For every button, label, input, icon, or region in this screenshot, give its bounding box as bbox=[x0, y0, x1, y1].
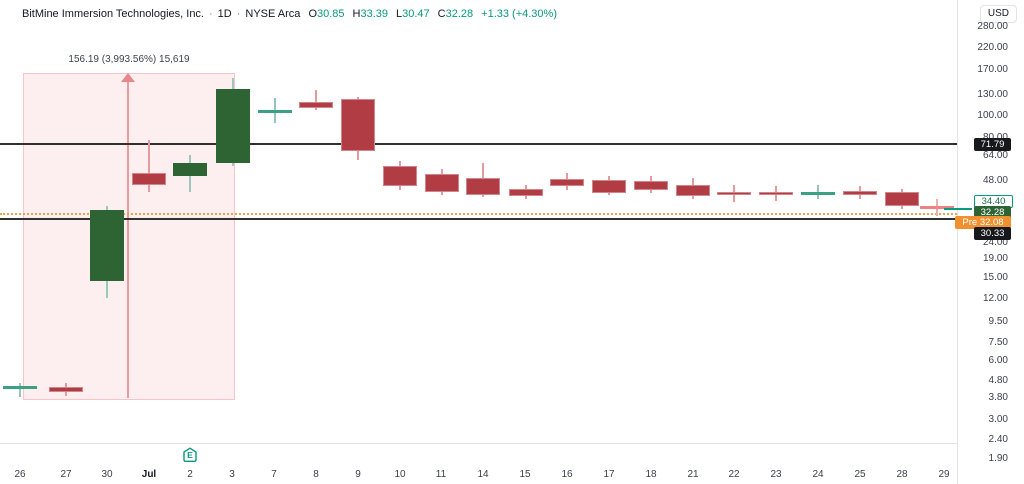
horizontal-line bbox=[944, 208, 972, 210]
candle-body bbox=[90, 210, 124, 281]
time-tick: 29 bbox=[938, 469, 950, 480]
currency-button[interactable]: USD bbox=[979, 5, 1017, 23]
candle-body bbox=[801, 191, 835, 195]
high-value: H33.39 bbox=[352, 8, 389, 20]
time-tick: 23 bbox=[770, 469, 782, 480]
time-tick: 3 bbox=[229, 469, 235, 480]
candle-wick bbox=[148, 140, 150, 192]
symbol-name[interactable]: BitMine Immersion Technologies, Inc. bbox=[22, 8, 204, 20]
price-tick: 170.00 bbox=[977, 64, 1008, 75]
price-tick: 80.00 bbox=[958, 132, 1008, 144]
close-value: C32.28 bbox=[437, 8, 474, 20]
timeframe[interactable]: 1D bbox=[217, 8, 232, 20]
open-value: O30.85 bbox=[308, 8, 345, 20]
horizontal-line bbox=[0, 143, 957, 145]
time-tick: 24 bbox=[812, 469, 824, 480]
candle-body bbox=[173, 163, 207, 176]
price-tick: 220.00 bbox=[977, 42, 1008, 53]
price-badge: Pre 32.08 bbox=[955, 216, 1011, 229]
separator: · bbox=[236, 8, 241, 20]
time-tick: 16 bbox=[561, 469, 573, 480]
time-tick: 18 bbox=[645, 469, 657, 480]
horizontal-line bbox=[0, 213, 957, 215]
candle-body bbox=[676, 185, 710, 196]
candle-body bbox=[759, 192, 793, 195]
candle-body bbox=[592, 180, 626, 193]
time-tick: 27 bbox=[60, 469, 72, 480]
price-tick: 1.90 bbox=[988, 453, 1008, 464]
time-tick: 26 bbox=[14, 469, 26, 480]
price-tick: 64.00 bbox=[982, 150, 1008, 161]
price-tick: 100.00 bbox=[977, 110, 1008, 121]
measurement-box[interactable] bbox=[23, 73, 235, 400]
time-tick: 25 bbox=[854, 469, 866, 480]
candle-body bbox=[425, 174, 459, 192]
time-tick: 15 bbox=[519, 469, 531, 480]
separator: · bbox=[209, 8, 213, 20]
price-axis[interactable]: USD 280.00 220.00 170.00 130.00 100.00 80.00 6… bbox=[955, 0, 1024, 484]
candle-body bbox=[299, 102, 333, 108]
symbol-header: BitMine Immersion Technologies, Inc. · 1… bbox=[22, 8, 557, 20]
candle-wick bbox=[19, 383, 21, 397]
price-tick: 130.00 bbox=[977, 89, 1008, 100]
price-tick: 7.50 bbox=[988, 337, 1008, 348]
candle-body bbox=[258, 109, 292, 113]
price-tick: 6.00 bbox=[988, 355, 1008, 366]
time-tick: 7 bbox=[271, 469, 277, 480]
time-tick: 2 bbox=[187, 469, 193, 480]
price-tick: 12.00 bbox=[982, 293, 1008, 304]
exchange-name: NYSE Arca bbox=[245, 8, 301, 20]
candle-body bbox=[717, 192, 751, 195]
low-value: L30.47 bbox=[396, 8, 430, 20]
price-tick: 15.00 bbox=[982, 272, 1008, 283]
plot-area[interactable]: 156.19 (3,993.56%) 15,619 bbox=[0, 0, 972, 443]
price-tick: 280.00 bbox=[977, 21, 1008, 32]
candle-body bbox=[132, 173, 166, 185]
time-tick: 8 bbox=[313, 469, 319, 480]
time-tick: Jul bbox=[141, 469, 157, 480]
price-tick: 3.80 bbox=[988, 392, 1008, 403]
price-tick: 2.40 bbox=[988, 434, 1008, 445]
time-tick: 9 bbox=[355, 469, 361, 480]
earnings-icon[interactable]: E bbox=[182, 447, 198, 463]
candle-wick bbox=[315, 90, 317, 110]
time-tick: 11 bbox=[435, 469, 447, 480]
change-value: +1.33 (+4.30%) bbox=[481, 8, 557, 20]
time-tick: 14 bbox=[477, 469, 489, 480]
time-tick: 10 bbox=[394, 469, 406, 480]
candle-body bbox=[216, 89, 250, 163]
measurement-label: 156.19 (3,993.56%) 15,619 bbox=[68, 54, 190, 65]
candle-body bbox=[3, 385, 37, 389]
price-tick: 4.80 bbox=[988, 375, 1008, 386]
candle-body bbox=[509, 189, 543, 196]
time-tick: 21 bbox=[687, 469, 699, 480]
time-axis[interactable]: E 26 27 30 Jul 2 3 7 8 9 10 11 14 15 16 17 18 21 22 23 24 25… bbox=[0, 443, 957, 484]
time-tick: 30 bbox=[101, 469, 113, 480]
candle-body bbox=[341, 99, 375, 151]
measurement-center-line bbox=[127, 74, 129, 398]
candle-body bbox=[843, 191, 877, 195]
candle-body bbox=[49, 387, 83, 392]
price-tick: 24.00 bbox=[982, 237, 1008, 248]
time-tick: 28 bbox=[896, 469, 908, 480]
price-tick: 9.50 bbox=[988, 316, 1008, 327]
candle-body bbox=[550, 179, 584, 186]
measurement-arrow-up-icon bbox=[121, 73, 135, 82]
price-tick: 3.00 bbox=[988, 414, 1008, 425]
price-tick: 19.00 bbox=[982, 253, 1008, 264]
price-badge: 30.33 bbox=[974, 227, 1011, 240]
candle-body bbox=[634, 181, 668, 190]
candle-body bbox=[383, 166, 417, 186]
candle-body bbox=[920, 205, 954, 209]
time-tick: 22 bbox=[728, 469, 740, 480]
candle-body bbox=[885, 192, 919, 206]
earnings-marker-label: E bbox=[187, 450, 193, 460]
price-badge: 32.28 bbox=[974, 206, 1011, 219]
time-tick: 17 bbox=[603, 469, 615, 480]
price-tick: 48.00 bbox=[982, 175, 1008, 186]
candle-body bbox=[466, 178, 500, 195]
horizontal-line bbox=[0, 218, 957, 220]
price-badge: 71.79 bbox=[974, 138, 1011, 151]
